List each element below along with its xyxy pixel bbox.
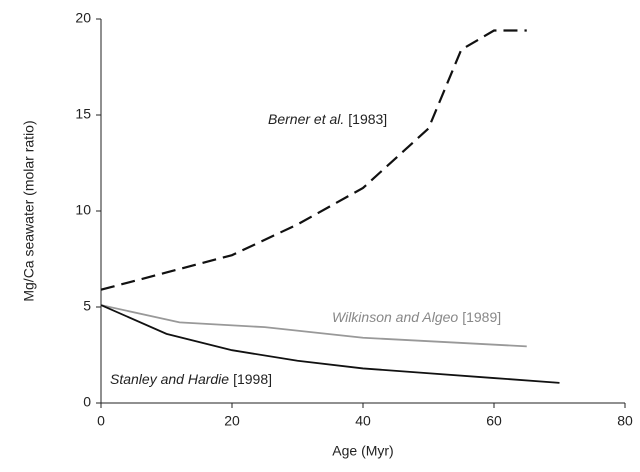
x-tick-label: 40 [355,413,371,429]
x-tick-label: 80 [617,413,633,429]
series-line [100,304,560,384]
x-axis-label: Age (Myr) [332,443,393,459]
series-ref: [1989] [462,309,501,325]
series-label: Berner et al. [1983] [268,111,387,127]
x-tick-label: 20 [224,413,240,429]
series-line [100,29,527,291]
series-label: Stanley and Hardie [1998] [110,371,272,387]
x-tick-label: 60 [486,413,502,429]
series-ref: [1983] [348,111,387,127]
y-axis-label: Mg/Ca seawater (molar ratio) [21,120,37,301]
series-name: Stanley and Hardie [110,371,229,387]
series-name: Berner et al. [268,111,344,127]
y-tick-label: 10 [75,202,91,218]
y-tick-label: 5 [83,298,91,314]
series-line [100,304,527,348]
y-tick-label: 20 [75,10,91,26]
series-name: Wilkinson and Algeo [332,309,458,325]
x-tick-label: 0 [97,413,105,429]
y-tick-label: 0 [83,394,91,410]
series-ref: [1998] [233,371,272,387]
series-label: Wilkinson and Algeo [1989] [332,309,501,325]
y-tick-label: 15 [75,106,91,122]
